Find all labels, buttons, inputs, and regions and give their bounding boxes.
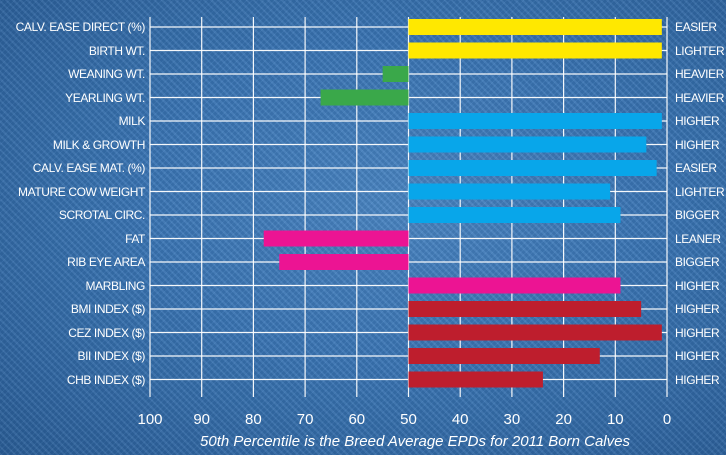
bar — [263, 230, 409, 247]
direction-label: HEAVIER — [675, 90, 724, 105]
bar — [408, 371, 543, 388]
x-axis-caption: 50th Percentile is the Breed Average EPD… — [200, 433, 630, 450]
x-tick-label: 60 — [348, 411, 366, 428]
bar — [408, 113, 662, 129]
x-tick-label: 20 — [555, 411, 572, 428]
x-tick-label: 0 — [662, 411, 672, 428]
direction-label: HIGHER — [675, 372, 720, 387]
direction-label: LIGHTER — [675, 43, 725, 58]
direction-label: EASIER — [675, 161, 717, 175]
bar — [408, 19, 662, 35]
bar — [408, 136, 647, 153]
category-label: CALV. EASE DIRECT (%) — [15, 20, 146, 34]
bar — [408, 42, 662, 59]
direction-label: HIGHER — [675, 278, 720, 293]
direction-label: BIGGER — [675, 208, 720, 222]
category-label: SCROTAL CIRC. — [58, 208, 146, 222]
x-tick-label: 80 — [245, 411, 262, 428]
direction-label: LEANER — [675, 231, 721, 246]
direction-label: BIGGER — [675, 255, 720, 269]
x-tick-label: 90 — [193, 411, 211, 428]
bar — [408, 301, 642, 317]
category-label: CHB INDEX ($) — [66, 372, 146, 387]
category-label: MILK — [118, 114, 146, 128]
category-label: CALV. EASE MAT. (%) — [32, 161, 146, 175]
bar — [408, 207, 621, 223]
category-label: FAT — [125, 231, 145, 246]
direction-label: HEAVIER — [675, 67, 724, 81]
category-label: BMI INDEX ($) — [70, 302, 146, 316]
category-label: YEARLING WT. — [65, 90, 145, 105]
category-label: CEZ INDEX ($) — [68, 325, 145, 340]
category-label: BII INDEX ($) — [77, 349, 146, 363]
bar — [382, 66, 409, 82]
direction-label: HIGHER — [675, 302, 720, 316]
x-tick-label: 50 — [400, 411, 417, 428]
category-label: RIB EYE AREA — [67, 255, 145, 269]
category-label: MATURE COW WEIGHT — [18, 184, 145, 199]
bar — [408, 183, 611, 200]
direction-label: HIGHER — [675, 114, 720, 128]
bar — [408, 324, 662, 341]
bar — [279, 254, 409, 270]
direction-label: HIGHER — [675, 325, 720, 340]
category-label: MARBLING — [85, 278, 146, 293]
bar — [408, 277, 621, 294]
direction-label: HIGHER — [675, 349, 720, 363]
x-tick-label: 70 — [296, 411, 314, 428]
category-label: WEANING WT. — [68, 67, 145, 81]
x-tick-label: 40 — [451, 411, 469, 428]
direction-label: HIGHER — [675, 137, 720, 152]
category-label: MILK & GROWTH — [52, 137, 146, 152]
bar — [408, 348, 600, 364]
bar — [408, 160, 657, 176]
x-tick-label: 100 — [137, 411, 163, 428]
bar — [320, 89, 409, 106]
category-label: BIRTH WT. — [88, 43, 146, 58]
direction-label: EASIER — [675, 20, 717, 34]
direction-label: LIGHTER — [675, 184, 725, 199]
x-tick-label: 10 — [606, 411, 624, 428]
x-tick-label: 30 — [503, 411, 521, 428]
